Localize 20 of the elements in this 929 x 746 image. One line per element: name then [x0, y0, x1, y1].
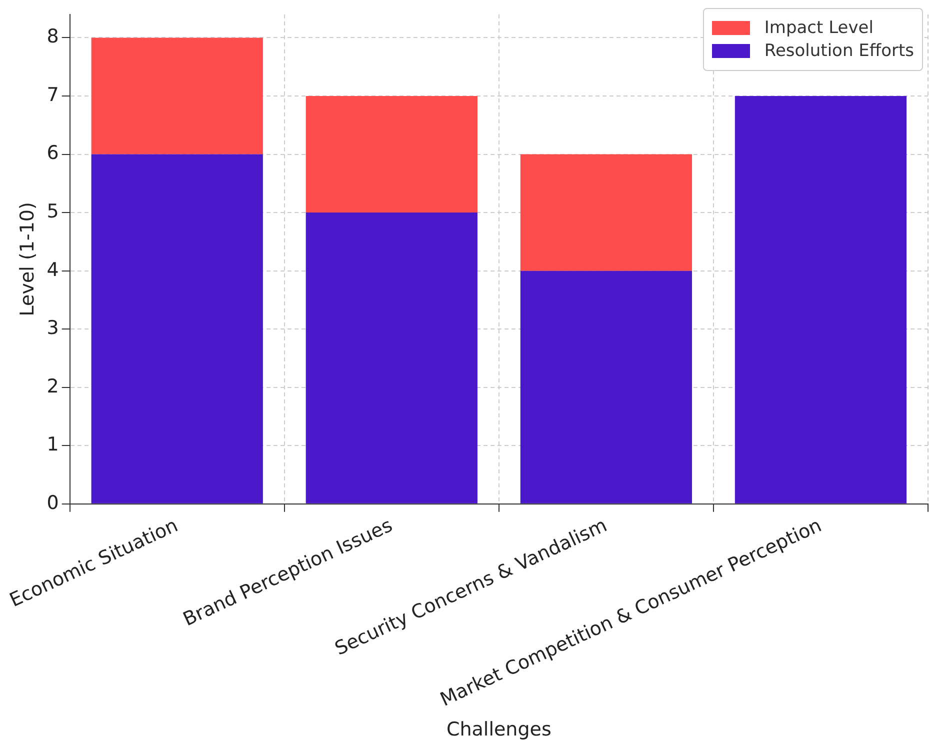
y-tick-label: 2	[46, 375, 59, 398]
bar	[306, 212, 478, 504]
y-tick-label: 7	[46, 84, 59, 106]
bar	[734, 96, 907, 504]
y-tick-label: 1	[46, 434, 59, 456]
bar	[520, 154, 692, 271]
y-axis-title: Level (1-10)	[16, 202, 38, 316]
y-tick-label: 4	[46, 258, 59, 281]
y-tick-label: 6	[46, 142, 59, 164]
x-axis-title: Challenges	[446, 718, 552, 741]
legend-label: Resolution Efforts	[764, 41, 914, 61]
bar	[520, 270, 692, 504]
y-tick-label: 5	[46, 200, 59, 222]
y-tick-label: 8	[46, 26, 59, 48]
bar	[91, 154, 263, 504]
legend-label: Impact Level	[764, 18, 874, 38]
y-tick-label: 0	[46, 492, 59, 514]
bar	[306, 96, 478, 213]
bar	[91, 38, 263, 154]
y-tick-label: 3	[46, 317, 59, 340]
